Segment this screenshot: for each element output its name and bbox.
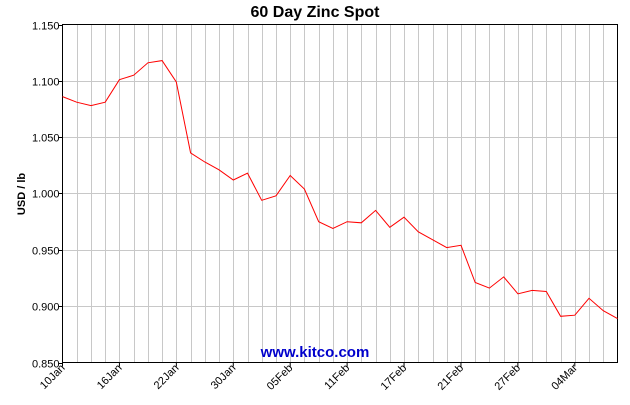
data-point xyxy=(503,276,505,278)
data-point xyxy=(531,289,533,291)
data-point xyxy=(517,293,519,295)
data-point xyxy=(147,62,149,64)
data-point xyxy=(218,169,220,171)
data-point xyxy=(403,216,405,218)
data-point xyxy=(389,226,391,228)
data-point xyxy=(275,195,277,197)
data-point xyxy=(559,315,561,317)
data-point xyxy=(545,290,547,292)
data-point xyxy=(76,101,78,103)
data-point xyxy=(417,231,419,233)
y-axis-label: USD / lb xyxy=(16,173,28,215)
data-point xyxy=(90,104,92,106)
data-point xyxy=(332,227,334,229)
y-tick-label: 0.850 xyxy=(32,359,60,371)
y-tick-label: 1.100 xyxy=(32,77,60,89)
data-point xyxy=(574,314,576,316)
data-point xyxy=(360,222,362,224)
data-point xyxy=(374,209,376,211)
data-point xyxy=(261,199,263,201)
data-point xyxy=(118,79,120,81)
y-tick-label: 0.900 xyxy=(32,302,60,314)
data-point xyxy=(289,174,291,176)
data-point xyxy=(246,172,248,174)
data-point xyxy=(446,246,448,248)
data-point xyxy=(303,188,305,190)
y-tick-label: 1.000 xyxy=(32,189,60,201)
data-point xyxy=(204,161,206,163)
y-axis: 0.850 0.900 0.950 1.000 1.050 1.100 1.150 xyxy=(32,21,63,371)
data-point xyxy=(104,101,106,103)
data-point xyxy=(318,221,320,223)
y-tick-label: 0.950 xyxy=(32,246,60,258)
data-point xyxy=(232,179,234,181)
grid xyxy=(62,24,618,363)
chart-title: 60 Day Zinc Spot xyxy=(251,4,381,21)
data-point xyxy=(602,310,604,312)
data-point xyxy=(133,74,135,76)
data-point xyxy=(616,317,618,319)
series-group xyxy=(61,59,618,320)
data-point xyxy=(61,95,63,97)
watermark-text: www.kitco.com xyxy=(260,344,370,361)
data-point xyxy=(161,59,163,61)
y-tick-label: 1.050 xyxy=(32,133,60,145)
series-line xyxy=(62,60,618,320)
data-point xyxy=(189,152,191,154)
data-point xyxy=(588,297,590,299)
data-point xyxy=(488,287,490,289)
data-point xyxy=(460,244,462,246)
data-point xyxy=(474,281,476,283)
y-tick-label: 1.150 xyxy=(32,21,60,33)
data-point xyxy=(431,239,433,241)
data-point xyxy=(346,221,348,223)
data-point xyxy=(175,81,177,83)
